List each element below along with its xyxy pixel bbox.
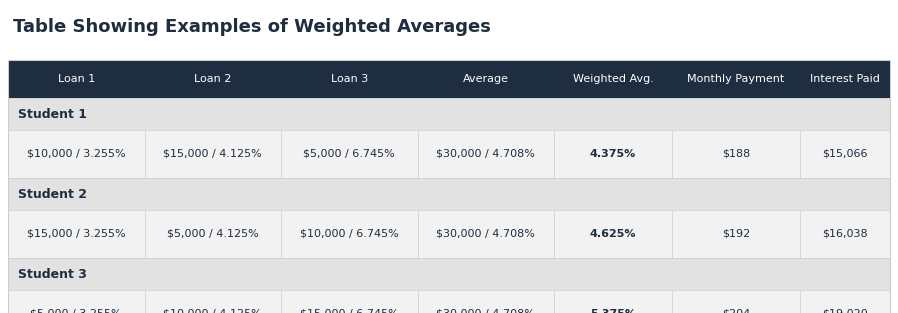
Text: Student 1: Student 1 <box>18 107 87 121</box>
Text: $30,000 / 4.708%: $30,000 / 4.708% <box>436 229 535 239</box>
Text: 5.375%: 5.375% <box>590 309 636 313</box>
Text: Monthly Payment: Monthly Payment <box>687 74 785 84</box>
Text: $10,000 / 4.125%: $10,000 / 4.125% <box>163 309 262 313</box>
Text: $5,000 / 4.125%: $5,000 / 4.125% <box>167 229 259 239</box>
Bar <box>8 130 890 178</box>
Bar <box>8 60 890 313</box>
Text: $30,000 / 4.708%: $30,000 / 4.708% <box>436 149 535 159</box>
Text: $15,066: $15,066 <box>822 149 867 159</box>
Bar <box>8 258 890 290</box>
Text: $5,000 / 3.255%: $5,000 / 3.255% <box>31 309 122 313</box>
Text: 4.375%: 4.375% <box>590 149 636 159</box>
Text: $15,000 / 6.745%: $15,000 / 6.745% <box>300 309 399 313</box>
Text: $10,000 / 6.745%: $10,000 / 6.745% <box>300 229 399 239</box>
Text: Loan 1: Loan 1 <box>57 74 95 84</box>
Text: $192: $192 <box>722 229 750 239</box>
Text: Student 3: Student 3 <box>18 268 87 280</box>
Bar <box>8 60 890 98</box>
Text: Average: Average <box>462 74 509 84</box>
Text: Weighted Avg.: Weighted Avg. <box>573 74 654 84</box>
Text: Loan 2: Loan 2 <box>194 74 232 84</box>
Bar <box>8 290 890 313</box>
Text: 4.625%: 4.625% <box>590 229 637 239</box>
Bar <box>8 210 890 258</box>
Text: $188: $188 <box>722 149 750 159</box>
Text: $10,000 / 3.255%: $10,000 / 3.255% <box>27 149 126 159</box>
Text: $15,000 / 3.255%: $15,000 / 3.255% <box>27 229 126 239</box>
Text: Student 2: Student 2 <box>18 187 87 201</box>
Text: Loan 3: Loan 3 <box>330 74 368 84</box>
Text: $19,020: $19,020 <box>822 309 867 313</box>
Text: $30,000 / 4.708%: $30,000 / 4.708% <box>436 309 535 313</box>
Text: Interest Paid: Interest Paid <box>810 74 880 84</box>
Bar <box>8 98 890 130</box>
Text: $204: $204 <box>722 309 750 313</box>
Text: $5,000 / 6.745%: $5,000 / 6.745% <box>304 149 395 159</box>
Text: Table Showing Examples of Weighted Averages: Table Showing Examples of Weighted Avera… <box>13 18 491 36</box>
Bar <box>8 178 890 210</box>
Text: $15,000 / 4.125%: $15,000 / 4.125% <box>163 149 262 159</box>
Text: $16,038: $16,038 <box>822 229 867 239</box>
